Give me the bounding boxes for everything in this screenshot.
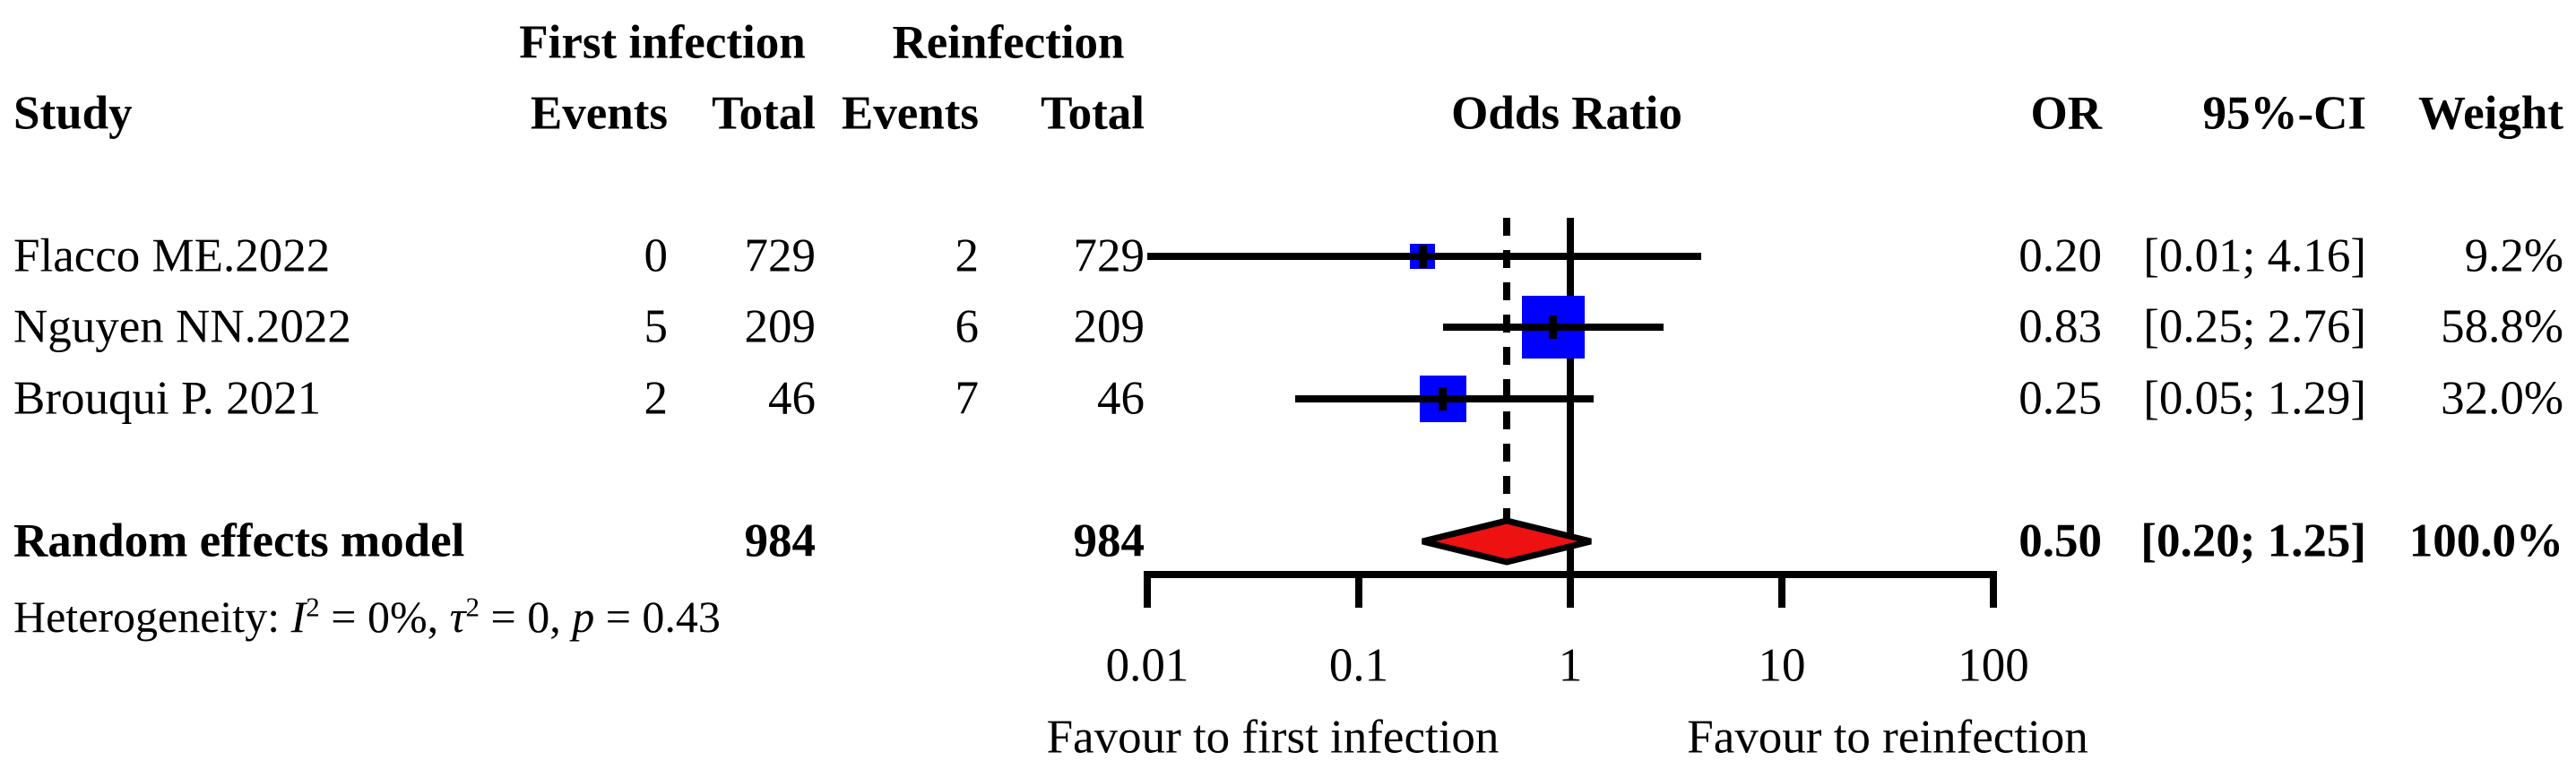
or-value: 0.83 — [2018, 300, 2102, 353]
events-first: 5 — [644, 300, 669, 353]
events-re: 7 — [955, 372, 980, 425]
ci-value: [0.25; 2.76] — [2143, 300, 2366, 353]
summary-diamond — [1422, 517, 1592, 566]
summary-total-re: 984 — [1073, 514, 1145, 567]
axis-label-favour-first-infection: Favour to first infection — [1046, 711, 1500, 764]
axis-label-favour-reinfection: Favour to reinfection — [1687, 711, 2088, 764]
heterogeneity-text: Heterogeneity: I2 = 0%, τ2 = 0, p = 0.43 — [13, 591, 721, 642]
het-i-symbol: I — [290, 592, 307, 642]
ci-value: [0.01; 4.16] — [2143, 229, 2366, 282]
col-header-total-re: Total — [1041, 87, 1145, 140]
events-first: 2 — [644, 372, 669, 425]
axis-tick — [1567, 575, 1574, 608]
het-tau-symbol: τ — [449, 592, 466, 642]
events-re: 2 — [955, 229, 980, 282]
het-tau-sup: 2 — [465, 591, 480, 623]
col-header-or: OR — [2030, 87, 2103, 140]
axis-tick — [1778, 575, 1785, 608]
total-re: 209 — [1073, 300, 1145, 353]
summary-or-dashed-line — [1502, 218, 1510, 522]
summary-or-value: 0.50 — [2018, 514, 2102, 567]
col-header-total-first: Total — [712, 87, 816, 140]
weight-value: 58.8% — [2441, 300, 2563, 353]
total-re: 46 — [1097, 372, 1145, 425]
col-header-odds-ratio: Odds Ratio — [1451, 87, 1682, 140]
het-i-value: = 0%, — [319, 592, 450, 642]
axis-tick — [1355, 575, 1362, 608]
summary-weight-value: 100.0% — [2408, 514, 2563, 567]
total-first: 729 — [744, 229, 817, 282]
point-estimate-tick — [1549, 316, 1558, 339]
weight-value: 32.0% — [2441, 372, 2563, 425]
col-header-study: Study — [13, 87, 133, 140]
het-i-sup: 2 — [306, 591, 320, 623]
total-first: 46 — [768, 372, 816, 425]
het-prefix: Heterogeneity: — [13, 592, 291, 642]
study-name: Nguyen NN.2022 — [13, 300, 351, 353]
weight-value: 9.2% — [2464, 229, 2563, 282]
summary-ci-value: [0.20; 1.25] — [2140, 514, 2366, 567]
axis-tick-label: 1 — [1558, 639, 1583, 692]
point-estimate-tick — [1439, 387, 1448, 411]
axis-tick-label: 100 — [1958, 639, 2029, 692]
col-header-events-re: Events — [841, 87, 979, 140]
point-estimate-tick — [1418, 245, 1427, 268]
group-header-reinfection: Reinfection — [892, 16, 1125, 69]
col-header-events-first: Events — [530, 87, 668, 140]
het-p-value: = 0.43 — [594, 592, 721, 642]
ci-value: [0.05; 1.29] — [2143, 372, 2366, 425]
total-first: 209 — [744, 300, 817, 353]
study-name: Flacco ME.2022 — [13, 229, 331, 282]
events-first: 0 — [644, 229, 669, 282]
summary-total-first: 984 — [744, 514, 817, 567]
axis-tick — [1990, 575, 1997, 608]
total-re: 729 — [1073, 229, 1145, 282]
het-tau-value: = 0, — [480, 592, 573, 642]
or-value: 0.20 — [2018, 229, 2102, 282]
col-header-weight: Weight — [2418, 87, 2563, 140]
axis-tick — [1144, 575, 1151, 608]
group-header-first-infection: First infection — [519, 16, 806, 69]
summary-model-label: Random effects model — [13, 514, 465, 567]
col-header-ci: 95%-CI — [2202, 87, 2366, 140]
events-re: 6 — [955, 300, 980, 353]
het-p-symbol: p — [572, 592, 595, 642]
or-value: 0.25 — [2018, 372, 2102, 425]
axis-tick-label: 0.01 — [1105, 639, 1189, 692]
axis-tick-label: 0.1 — [1328, 639, 1389, 692]
axis-tick-label: 10 — [1758, 639, 1806, 692]
study-name: Brouqui P. 2021 — [13, 372, 322, 425]
